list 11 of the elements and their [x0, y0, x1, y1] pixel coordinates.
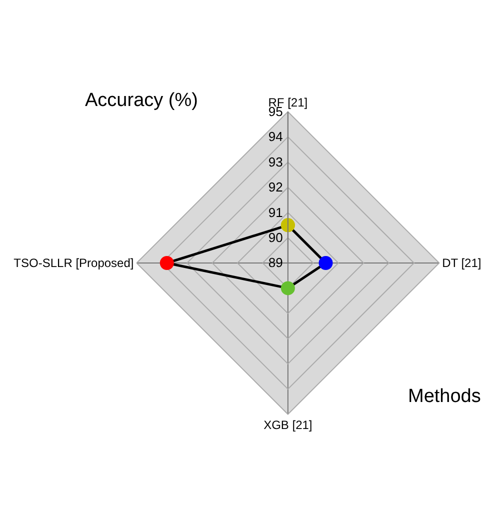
y-tick-label: 92	[268, 180, 283, 195]
y-tick-label: 94	[268, 129, 283, 144]
y-tick-label: 91	[268, 204, 283, 220]
spoke-label: XGB [21]	[264, 418, 312, 432]
y-tick-label: 93	[268, 154, 283, 170]
y-tick-label: 90	[268, 230, 283, 246]
spoke-label: DT [21]	[442, 256, 482, 270]
text: Methods	[408, 386, 481, 407]
spoke-label: TSO-SLLR [Proposed]	[14, 256, 134, 270]
y-tick-label: 89	[268, 255, 283, 270]
text: Accuracy (%)	[85, 90, 198, 111]
